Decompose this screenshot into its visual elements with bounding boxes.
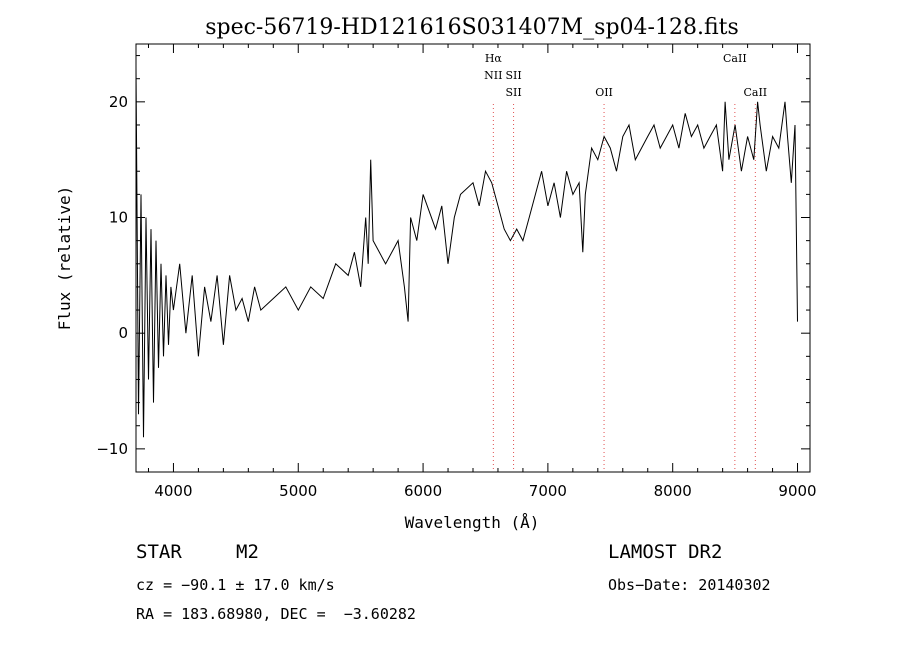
x-tick-label: 6000 xyxy=(404,482,442,500)
x-tick-label: 4000 xyxy=(154,482,192,500)
x-axis-ticks: 4000 5000 6000 7000 8000 9000 xyxy=(147,44,817,500)
object-type: STAR xyxy=(136,541,182,563)
emission-line-label: OII xyxy=(595,86,613,99)
emission-line-label: SII xyxy=(505,86,521,99)
emission-line-label: NII xyxy=(484,69,502,82)
chart-title: spec-56719-HD121616S031407M_sp04-128.fit… xyxy=(205,15,739,40)
y-tick-label: 0 xyxy=(118,324,128,342)
x-axis-label: Wavelength (Å) xyxy=(405,513,540,532)
observation-date: Obs−Date: 20140302 xyxy=(608,576,771,594)
y-tick-label: 10 xyxy=(109,209,128,227)
y-axis-ticks: −10 0 10 20 xyxy=(96,55,810,458)
emission-line-label: CaII xyxy=(723,52,747,65)
y-tick-label: −10 xyxy=(96,440,128,458)
y-tick-label: 20 xyxy=(109,93,128,111)
x-tick-label: 9000 xyxy=(778,482,816,500)
redshift-velocity: cz = −90.1 ± 17.0 km/s xyxy=(136,576,335,594)
plot-frame xyxy=(135,43,811,473)
survey-name: LAMOST DR2 xyxy=(608,541,723,563)
emission-line-markers: Hα NII SII SII OII CaII CaII xyxy=(484,52,767,472)
emission-line-label: SII xyxy=(505,69,521,82)
y-axis-label: Flux (relative) xyxy=(55,186,74,331)
spectral-subclass: M2 xyxy=(236,541,259,563)
x-tick-label: 8000 xyxy=(654,482,692,500)
x-tick-label: 5000 xyxy=(279,482,317,500)
emission-line-label: Hα xyxy=(485,52,503,65)
sky-coordinates: RA = 183.68980, DEC = −3.60282 xyxy=(136,605,416,623)
spectrum-line xyxy=(135,67,798,438)
x-tick-label: 7000 xyxy=(529,482,567,500)
emission-line-label: CaII xyxy=(743,86,767,99)
